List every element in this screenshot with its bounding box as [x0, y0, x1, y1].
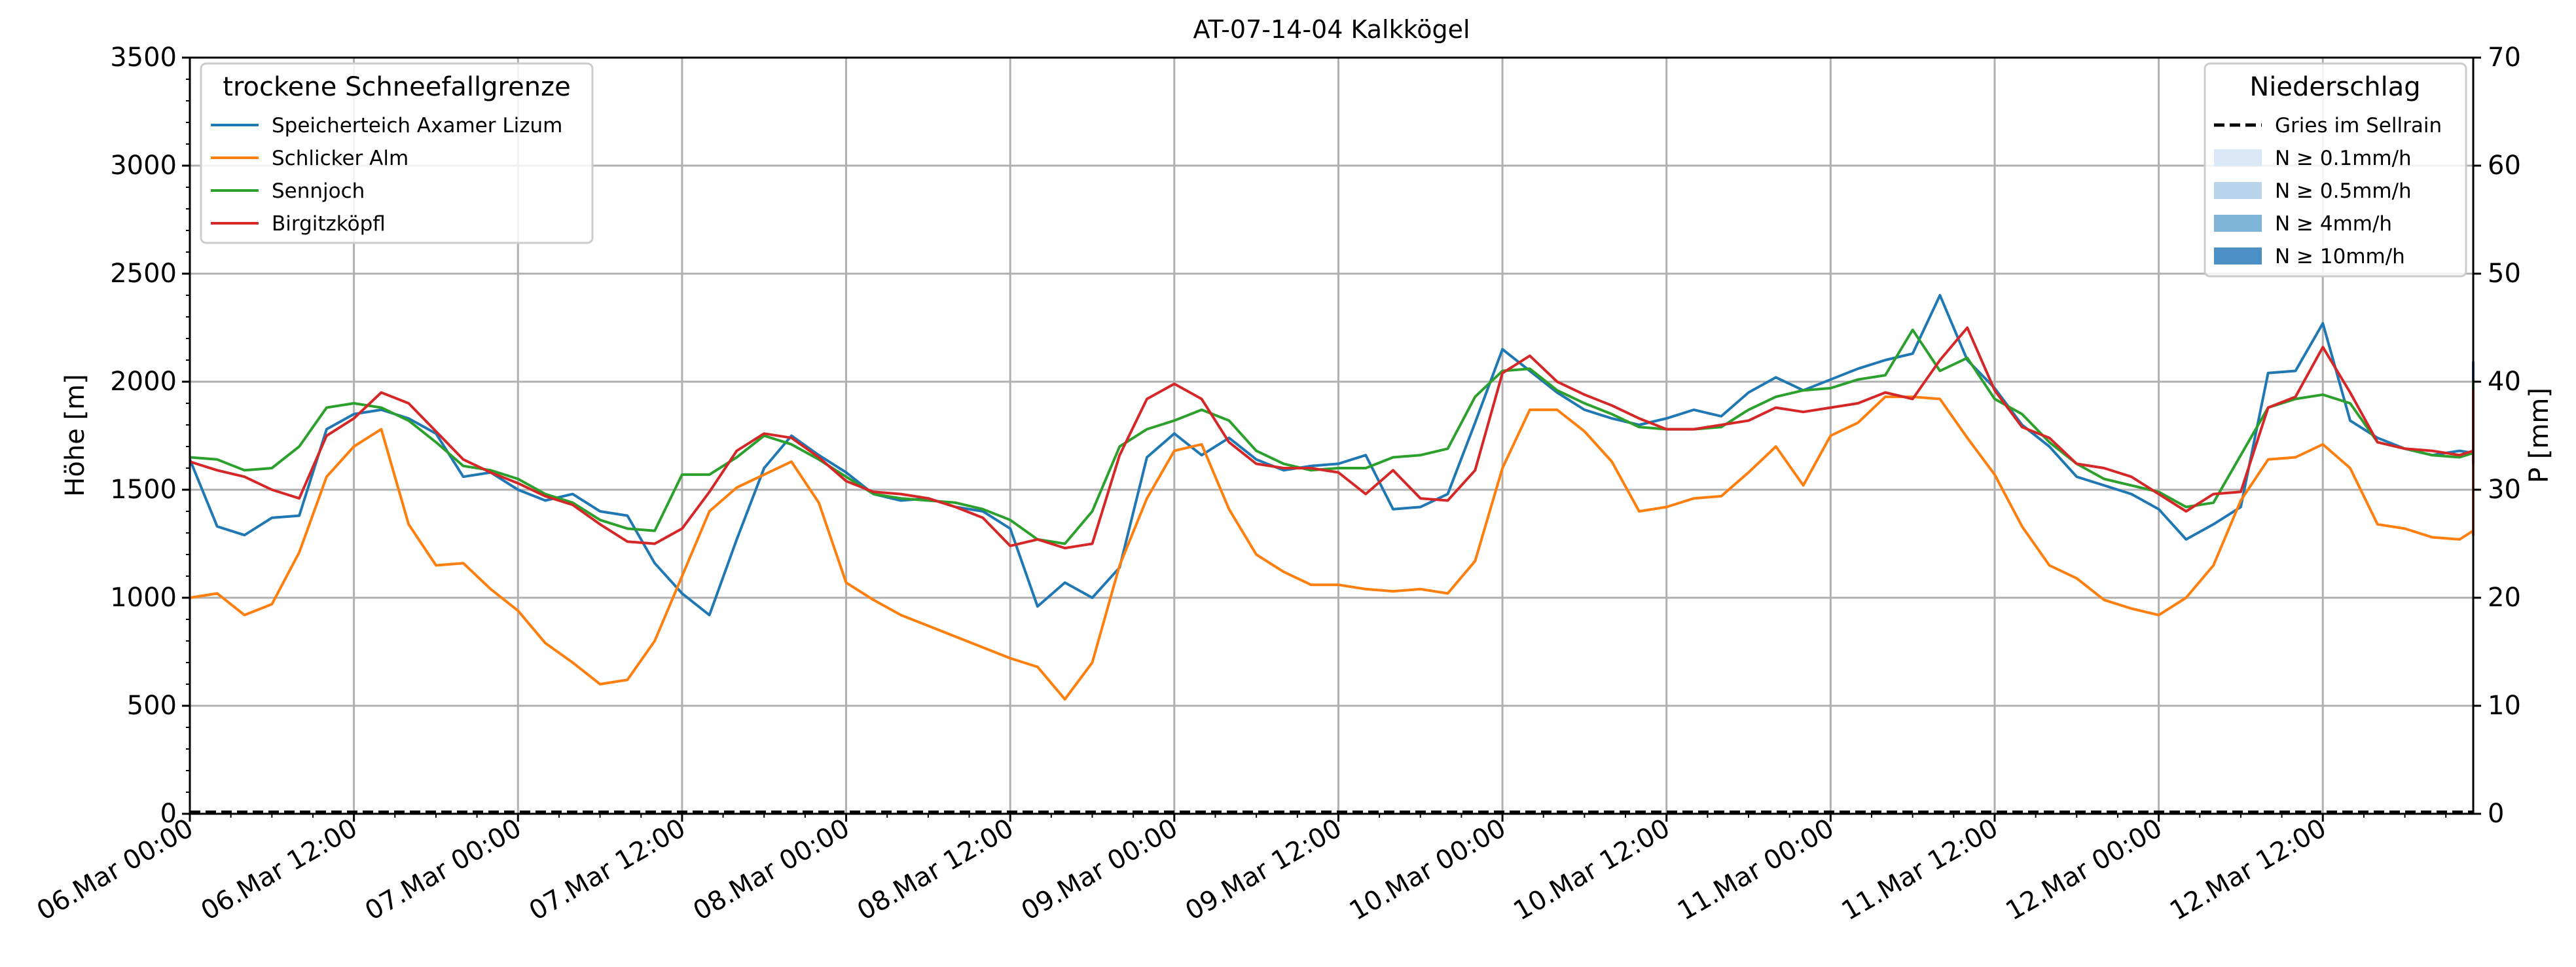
- legend-left-title: trockene Schneefallgrenze: [223, 72, 570, 102]
- y2-tick-label-5: 50: [2488, 259, 2521, 289]
- legend-label-series-2: Sennjoch: [272, 179, 365, 203]
- legend-label-series-1: Schlicker Alm: [272, 147, 408, 170]
- plot-frame: [189, 56, 2475, 815]
- y2-tick-label-4: 40: [2488, 367, 2521, 397]
- series-line-2: [189, 328, 2475, 545]
- grid: [190, 58, 2473, 814]
- series-line-3: [189, 326, 2475, 550]
- legend-right-title: Niederschlag: [2249, 72, 2420, 102]
- series-lines: [189, 294, 2475, 701]
- legend-right-box: [2204, 62, 2467, 278]
- series-line-1: [189, 395, 2475, 701]
- legend-label-n4: N ≥ 4mm/h: [2275, 212, 2392, 236]
- y2-axis-label: P [mm]: [2524, 388, 2554, 483]
- legend-right: Niederschlag Gries im Sellrain N ≥ 0.1mm…: [2204, 62, 2467, 278]
- legend-label-series-0: Speicherteich Axamer Lizum: [272, 114, 562, 137]
- y2-tick-label-3: 30: [2488, 475, 2521, 505]
- y2-tick-label-6: 60: [2488, 151, 2521, 181]
- y2-tick-label-2: 20: [2488, 583, 2521, 613]
- y-tick-label-2: 1000: [110, 583, 177, 613]
- legend-left: trockene Schneefallgrenze Speicherteich …: [200, 62, 594, 244]
- y-tick-label-0: 0: [160, 799, 177, 829]
- y2-tick-label-1: 10: [2488, 691, 2521, 721]
- y-tick-label-1: 500: [127, 691, 177, 721]
- y-tick-label-4: 2000: [110, 367, 177, 397]
- y-axis-label: Höhe [m]: [60, 374, 90, 496]
- legend-swatch-n4: [2214, 215, 2262, 232]
- chart-title: AT-07-14-04 Kalkkögel: [1193, 15, 1470, 44]
- y2-tick-label-7: 70: [2488, 43, 2521, 73]
- y-tick-label-6: 3000: [110, 151, 177, 181]
- y-tick-label-5: 2500: [110, 259, 177, 289]
- legend-label-n05: N ≥ 0.5mm/h: [2275, 179, 2412, 203]
- legend-swatch-n10: [2214, 247, 2262, 265]
- legend-label-precip-line: Gries im Sellrain: [2275, 114, 2442, 137]
- y2-tick-label-0: 0: [2488, 799, 2504, 829]
- legend-label-series-3: Birgitzköpfl: [272, 212, 386, 236]
- legend-left-box: [200, 62, 594, 244]
- y-tick-label-3: 1500: [110, 475, 177, 505]
- legend-swatch-n05: [2214, 182, 2262, 199]
- legend-swatch-n01: [2214, 149, 2262, 166]
- y-tick-label-7: 3500: [110, 43, 177, 73]
- legend-label-n01: N ≥ 0.1mm/h: [2275, 147, 2412, 170]
- series-line-0: [189, 294, 2475, 617]
- legend-label-n10: N ≥ 10mm/h: [2275, 245, 2405, 268]
